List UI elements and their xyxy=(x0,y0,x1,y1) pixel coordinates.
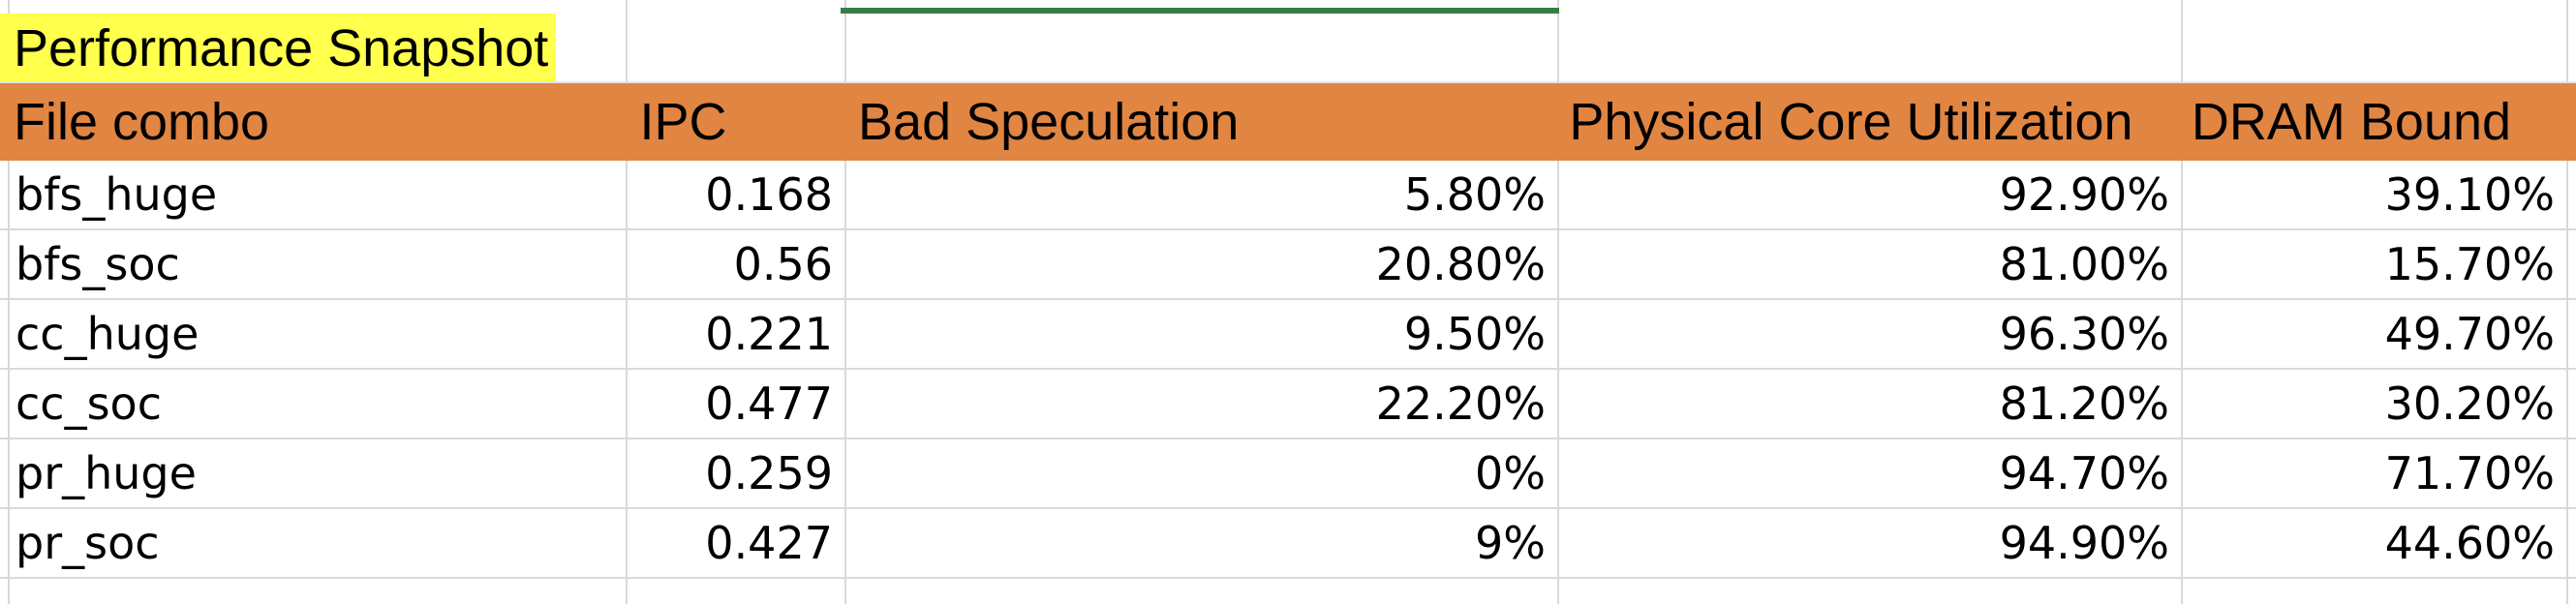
title-cell[interactable]: Performance Snapshot xyxy=(0,0,628,83)
title-row: Performance Snapshot xyxy=(0,0,2576,83)
header-dram-bound[interactable]: DRAM Bound xyxy=(2191,93,2512,151)
cell-bad-speculation[interactable]: 5.80% xyxy=(846,161,1559,230)
cell-physical-core-utilization[interactable]: 96.30% xyxy=(1559,300,2183,370)
cell-dram-bound[interactable]: 49.70% xyxy=(2183,300,2568,370)
empty-cell xyxy=(2568,0,2576,83)
cell-bad-speculation[interactable]: 9.50% xyxy=(846,300,1559,370)
selected-column-indicator xyxy=(841,8,1559,14)
table-row: cc_huge 0.221 9.50% 96.30% 49.70% xyxy=(0,300,2576,370)
cell-file-combo[interactable]: bfs_soc xyxy=(0,230,628,300)
table-row: pr_huge 0.259 0% 94.70% 71.70% xyxy=(0,439,2576,509)
table-row: pr_soc 0.427 9% 94.90% 44.60% xyxy=(0,509,2576,579)
row-edge xyxy=(2568,230,2576,300)
cell-file-combo[interactable]: cc_soc xyxy=(0,370,628,439)
empty-row xyxy=(0,579,2576,604)
cell-ipc[interactable]: 0.427 xyxy=(628,509,846,579)
cell-ipc[interactable]: 0.168 xyxy=(628,161,846,230)
header-bad-speculation[interactable]: Bad Speculation xyxy=(858,93,1240,151)
header-row: File combo IPC Bad Speculation Physical … xyxy=(0,83,2576,161)
sheet-title: Performance Snapshot xyxy=(0,14,557,81)
cell-ipc[interactable]: 0.221 xyxy=(628,300,846,370)
row-edge xyxy=(2568,300,2576,370)
cell-file-combo[interactable]: bfs_huge xyxy=(0,161,628,230)
table-row: bfs_soc 0.56 20.80% 81.00% 15.70% xyxy=(0,230,2576,300)
cell-dram-bound[interactable]: 15.70% xyxy=(2183,230,2568,300)
cell-dram-bound[interactable]: 71.70% xyxy=(2183,439,2568,509)
row-edge xyxy=(2568,439,2576,509)
cell-physical-core-utilization[interactable]: 94.70% xyxy=(1559,439,2183,509)
cell-ipc[interactable]: 0.259 xyxy=(628,439,846,509)
header-ipc[interactable]: IPC xyxy=(639,93,727,151)
table-row: cc_soc 0.477 22.20% 81.20% 30.20% xyxy=(0,370,2576,439)
header-physical-core-utilization[interactable]: Physical Core Utilization xyxy=(1569,93,2133,151)
cell-dram-bound[interactable]: 30.20% xyxy=(2183,370,2568,439)
cell-bad-speculation[interactable]: 20.80% xyxy=(846,230,1559,300)
cell-file-combo[interactable]: pr_soc xyxy=(0,509,628,579)
empty-cell[interactable] xyxy=(628,0,846,83)
header-edge xyxy=(2562,83,2576,161)
empty-cell[interactable] xyxy=(628,579,846,604)
cell-ipc[interactable]: 0.56 xyxy=(628,230,846,300)
empty-cell[interactable] xyxy=(2183,579,2568,604)
empty-cell[interactable] xyxy=(1559,579,2183,604)
cell-bad-speculation[interactable]: 0% xyxy=(846,439,1559,509)
cell-physical-core-utilization[interactable]: 81.20% xyxy=(1559,370,2183,439)
empty-cell[interactable] xyxy=(0,579,628,604)
empty-cell[interactable] xyxy=(2183,0,2568,83)
cell-physical-core-utilization[interactable]: 94.90% xyxy=(1559,509,2183,579)
cell-physical-core-utilization[interactable]: 81.00% xyxy=(1559,230,2183,300)
row-gutter xyxy=(0,0,10,604)
cell-bad-speculation[interactable]: 22.20% xyxy=(846,370,1559,439)
row-edge xyxy=(2568,509,2576,579)
row-edge xyxy=(2568,161,2576,230)
cell-file-combo[interactable]: cc_huge xyxy=(0,300,628,370)
cell-physical-core-utilization[interactable]: 92.90% xyxy=(1559,161,2183,230)
empty-cell[interactable] xyxy=(846,0,1559,83)
empty-cell[interactable] xyxy=(1559,0,2183,83)
empty-cell[interactable] xyxy=(846,579,1559,604)
cell-dram-bound[interactable]: 39.10% xyxy=(2183,161,2568,230)
cell-file-combo[interactable]: pr_huge xyxy=(0,439,628,509)
row-edge xyxy=(2568,370,2576,439)
cell-dram-bound[interactable]: 44.60% xyxy=(2183,509,2568,579)
cell-ipc[interactable]: 0.477 xyxy=(628,370,846,439)
empty-cell xyxy=(2568,579,2576,604)
table-row: bfs_huge 0.168 5.80% 92.90% 39.10% xyxy=(0,161,2576,230)
cell-bad-speculation[interactable]: 9% xyxy=(846,509,1559,579)
header-file-combo[interactable]: File combo xyxy=(14,93,270,151)
